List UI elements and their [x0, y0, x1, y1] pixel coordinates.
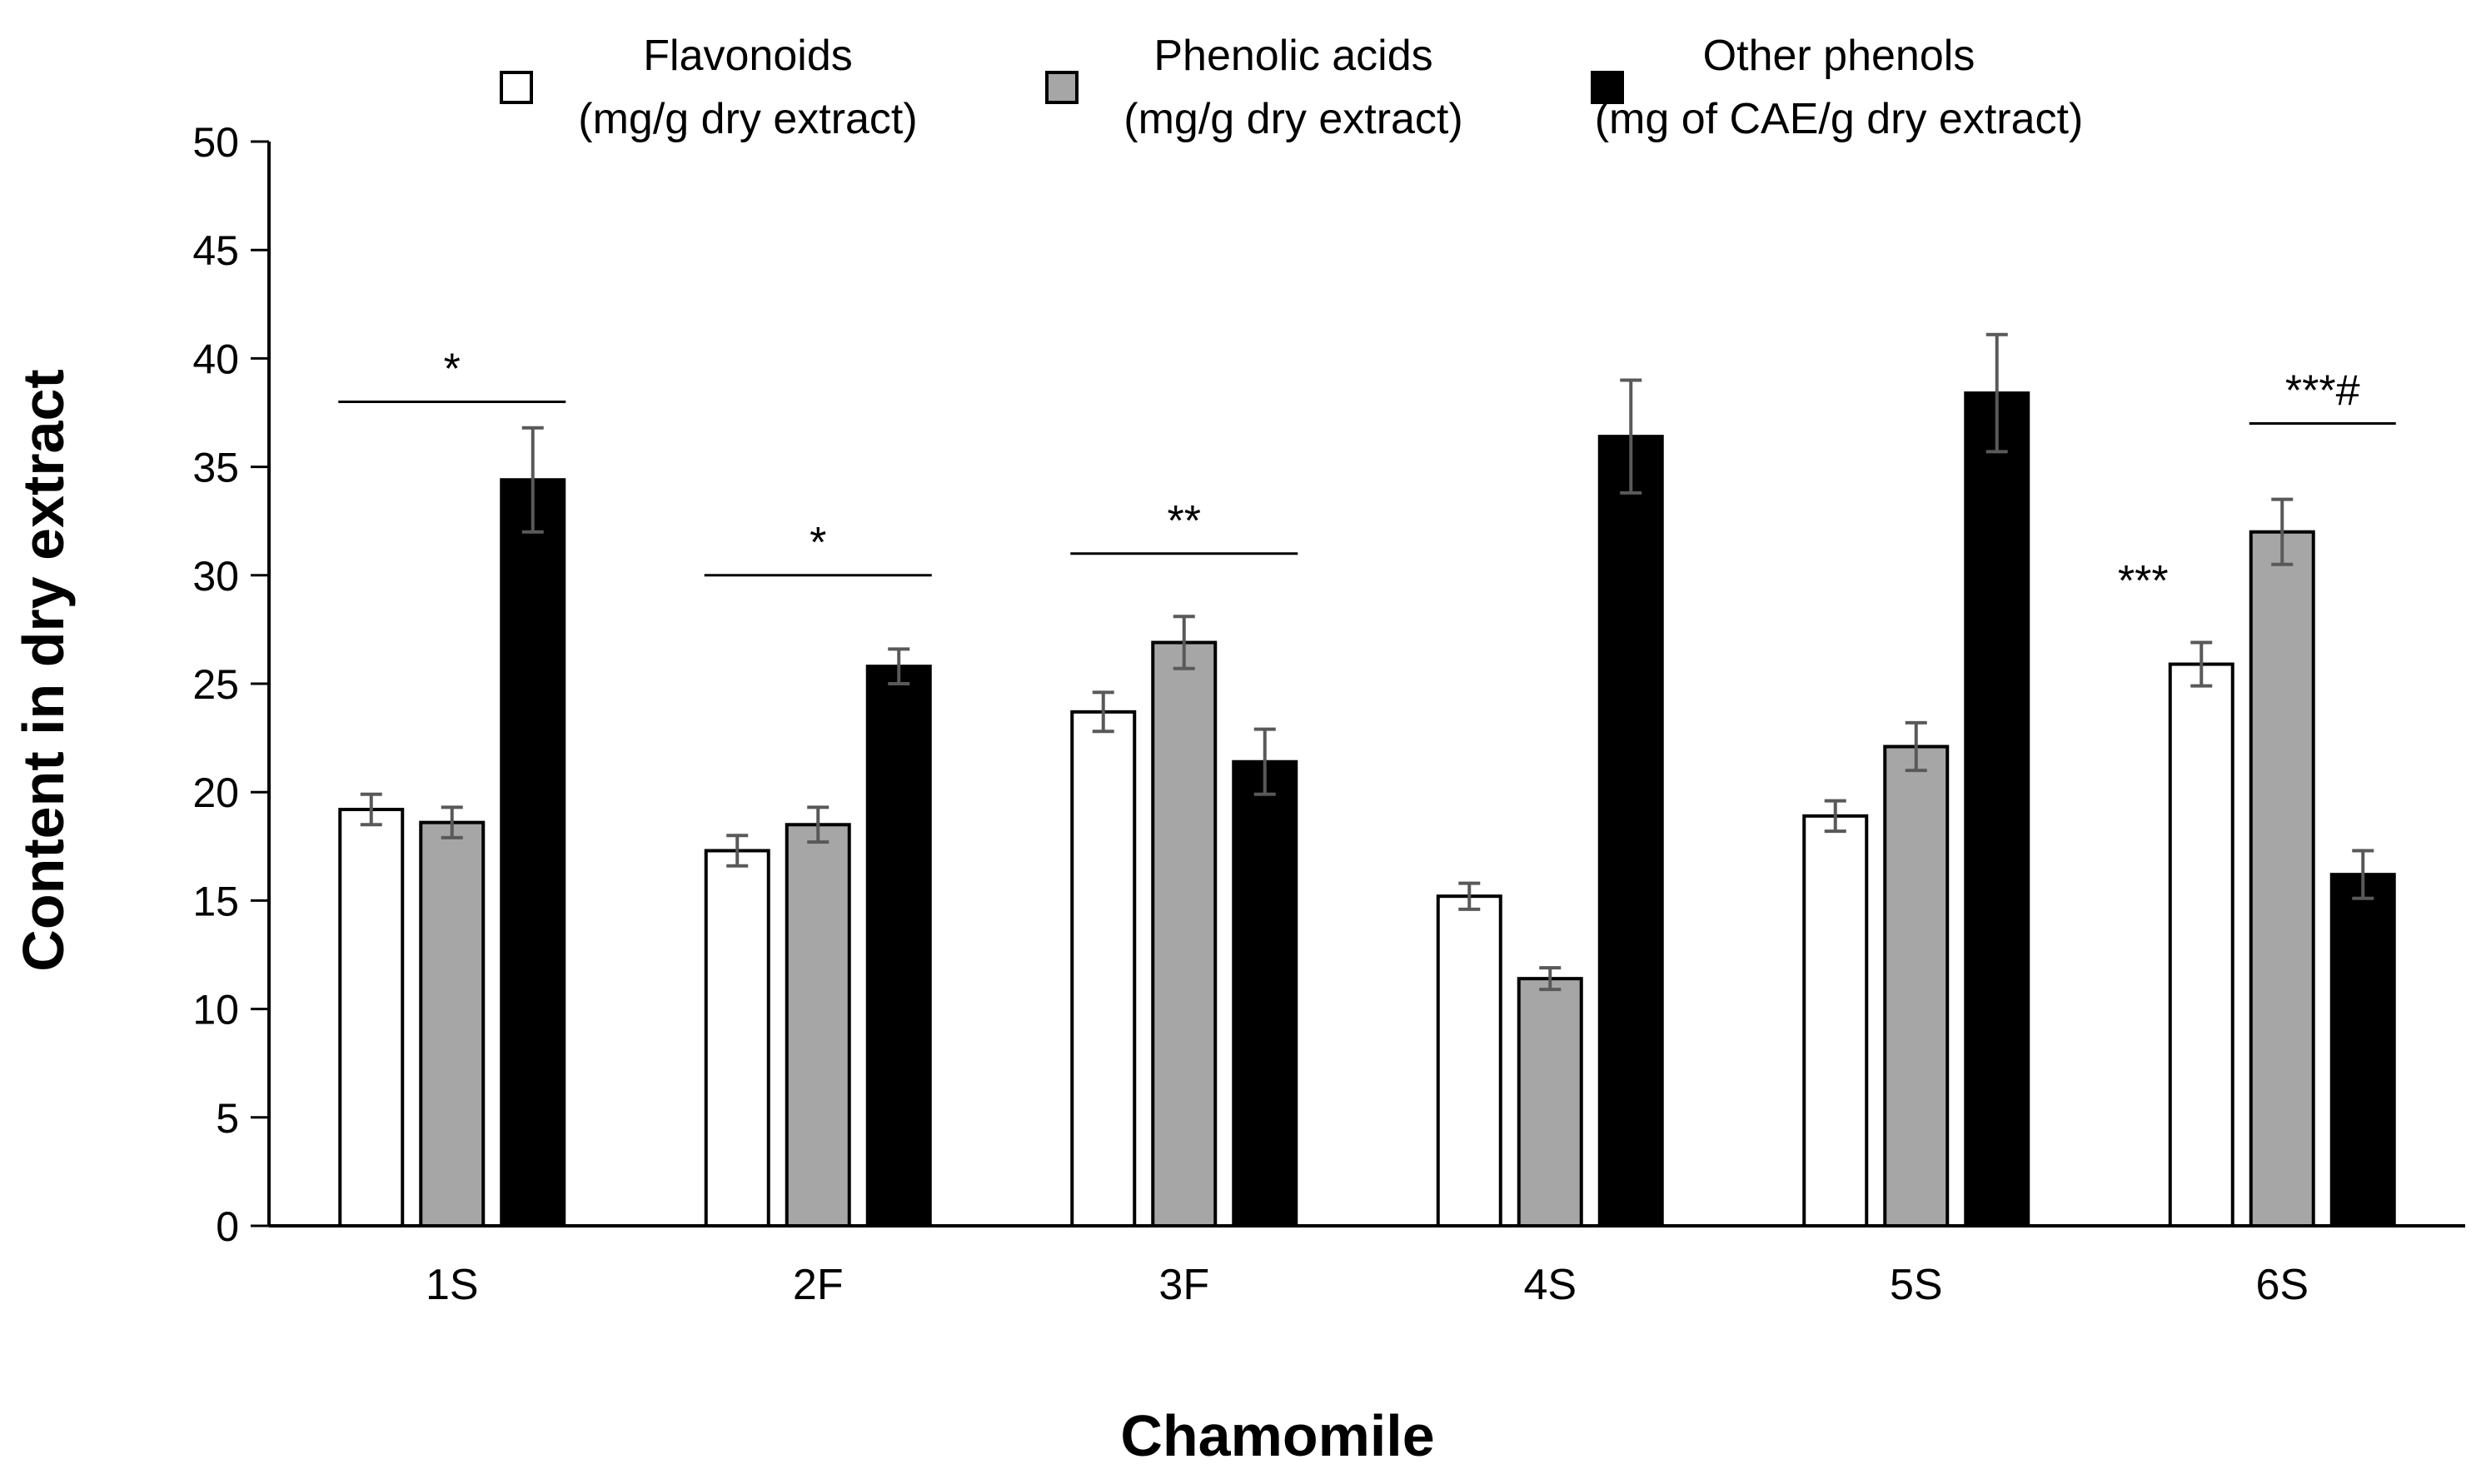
bar	[1597, 435, 1664, 1228]
y-tick-label: 40	[192, 336, 239, 382]
bar	[500, 478, 566, 1228]
bar	[1964, 391, 2030, 1228]
legend-label: (mg/g dry extract)	[1123, 95, 1462, 143]
y-tick-label: 25	[192, 661, 239, 708]
y-tick-label: 0	[216, 1203, 239, 1250]
bar	[338, 808, 405, 1228]
bar	[1436, 894, 1502, 1228]
y-tick-label: 5	[216, 1095, 239, 1142]
significance-label: *	[810, 519, 826, 567]
legend-swatch	[1045, 71, 1079, 104]
legend-label: (mg/g dry extract)	[578, 95, 917, 143]
bar	[865, 665, 932, 1228]
legend: Flavonoids(mg/g dry extract)Phenolic aci…	[500, 32, 2084, 143]
legend-label: Phenolic acids	[1153, 32, 1432, 80]
x-tick-label: 3F	[1158, 1261, 1209, 1309]
legend-item: Phenolic acids (mg/g dry extract)	[1045, 32, 1463, 143]
y-tick-label: 35	[192, 445, 239, 491]
x-tick-label: 6S	[2255, 1261, 2309, 1309]
bar	[1232, 759, 1298, 1228]
legend-label: (mg of CAE/g dry extract)	[1595, 95, 2084, 143]
bar	[1802, 814, 1869, 1228]
legend-item: Other phenols (mg of CAE/g dry extract)	[1591, 32, 2084, 143]
x-tick-label: 2F	[793, 1261, 844, 1309]
bar	[2249, 530, 2315, 1228]
y-tick-label: 30	[192, 553, 239, 600]
significance-label: *	[444, 345, 461, 393]
significance-label: ***#	[2285, 367, 2360, 416]
annotations: ** ********#	[338, 345, 2396, 605]
bar	[704, 849, 770, 1228]
legend-item: Flavonoids (mg/g dry extract)	[500, 32, 918, 143]
significance-label: **	[1168, 497, 1201, 545]
y-tick-label: 45	[192, 227, 239, 274]
bar	[1151, 640, 1218, 1228]
x-tick-label: 5S	[1890, 1261, 1943, 1309]
bar	[1883, 744, 1950, 1228]
y-tick-label: 15	[192, 878, 239, 924]
axes: 0 5 10 15 20 25 30 35 40 45 50 1S 2F 3F 4S 5S 6S	[192, 119, 2465, 1309]
y-axis-title: Content in dry extract	[11, 369, 76, 971]
bar	[785, 823, 851, 1228]
bar	[2329, 873, 2396, 1228]
significance-label: ***	[2118, 557, 2169, 605]
bar	[1070, 710, 1137, 1228]
bars	[338, 332, 2396, 1228]
y-tick-label: 10	[192, 987, 239, 1033]
x-tick-label: 4S	[1523, 1261, 1577, 1309]
legend-label: Flavonoids	[643, 32, 852, 80]
legend-swatch	[1591, 71, 1624, 104]
bar	[419, 820, 486, 1228]
y-tick-label: 20	[192, 769, 239, 816]
x-axis-title: Chamomile	[1120, 1403, 1434, 1468]
bar	[2168, 662, 2234, 1228]
bar	[1517, 977, 1583, 1228]
legend-swatch	[500, 71, 533, 104]
legend-label: Other phenols	[1703, 32, 1975, 80]
x-tick-label: 1S	[426, 1261, 479, 1309]
y-tick-label: 50	[192, 119, 239, 166]
